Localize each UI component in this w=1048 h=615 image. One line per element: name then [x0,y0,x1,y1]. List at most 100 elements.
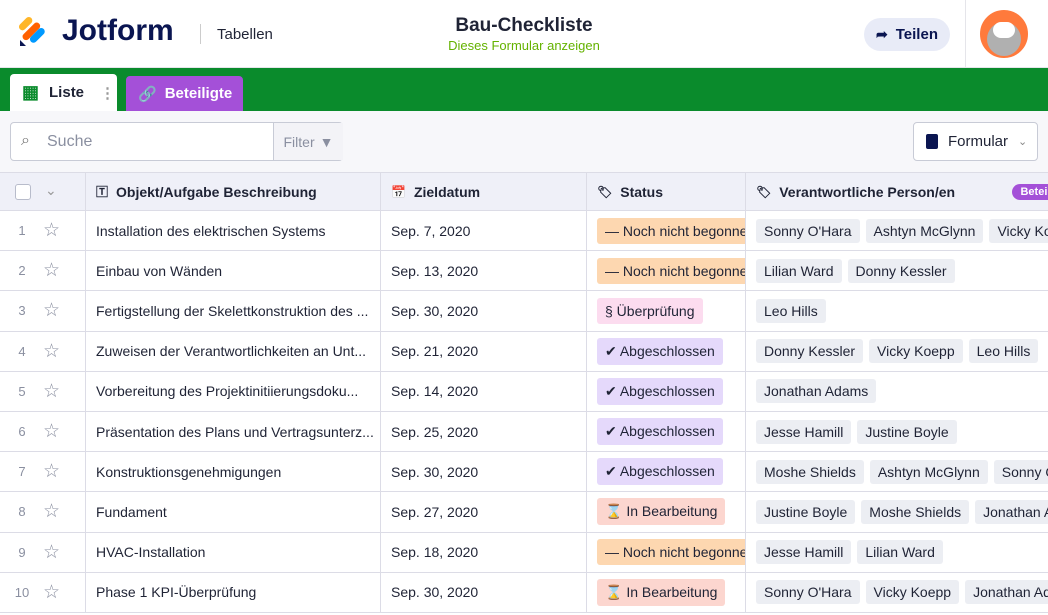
date-text: Sep. 30, 2020 [391,584,479,601]
share-button[interactable]: ➦ Teilen [864,18,950,51]
filter-button[interactable]: Filter ▼ [273,123,343,160]
person-chip: Jonathan Adams [975,499,1048,524]
status-badge: — Noch nicht begonnen [597,257,745,284]
people-cell: Leo Hills [745,291,1048,331]
person-chip: Leo Hills [968,339,1039,364]
logo-icon [18,16,45,46]
star-icon[interactable]: ☆ [43,260,61,282]
table-row[interactable]: 6 ☆ Präsentation des Plans und Vertragsunt… [0,412,1048,453]
task-cell: Fertigstellung der Skelettkonstruktion d… [85,291,380,331]
status-cell: ✔ Abgeschlossen [586,412,745,452]
date-text: Sep. 13, 2020 [391,262,479,279]
table-row[interactable]: 10 ☆ Phase 1 KPI-Überprüfung Sep. 30, 2020 ⌛… [0,572,1048,613]
search-placeholder: Suche [47,133,93,150]
status-badge: § Überprüfung [597,297,703,324]
table-row[interactable]: 7 ☆ Konstruktionsgenehmigungen Sep. 30, 202… [0,452,1048,493]
person-chip: Jesse Hamill [756,540,852,565]
task-cell: Konstruktionsgenehmigungen [85,452,380,492]
column-badge: Beteiligte [1012,183,1048,200]
section[interactable]: Tabellen [217,26,273,43]
form-icon [926,134,938,149]
task-text: Installation des elektrischen Systems [96,222,326,239]
person-chip: Ashtyn McGlynn [869,459,988,484]
status-badge: ✔ Abgeschlossen [597,458,723,486]
star-icon[interactable]: ☆ [43,380,61,402]
task-text: Zuweisen der Verantwortlichkeiten an Unt… [96,343,367,360]
person-chip: Leo Hills [756,298,826,323]
menu-dots[interactable]: ⋮ [100,84,116,102]
form-label: Formular [948,133,1009,150]
table-row[interactable]: 3 ☆ Fertigstellung der Skelettkonstruktion… [0,291,1048,332]
task-cell: Phase 1 KPI-Überprüfung [85,572,380,612]
row-number: 4 [18,343,26,359]
form-button[interactable]: Formular ⌄ [913,122,1038,161]
table-row[interactable]: 1 ☆ Installation des elektrischen Systems S… [0,211,1048,252]
grid-icon: ▦ [22,82,40,102]
divider [200,24,201,44]
task-text: Vorbereitung des Projektinitiierungsdoku… [96,383,359,400]
divider [965,0,966,68]
task-text: HVAC-Installation [96,544,206,561]
person-chip: Jonathan Adams [965,580,1048,605]
share-icon: ➦ [876,26,888,42]
table-row[interactable]: 5 ☆ Vorbereitung des Projektinitiierungsdo… [0,371,1048,412]
column-header: 🏷 Verantwortliche Person/en Beteiligte [745,173,1048,210]
person-chip: Lilian Ward [756,258,842,283]
column-header: 🏷 Status [586,173,745,210]
task-text: Fundament [96,503,167,520]
table-row[interactable]: 8 ☆ Fundament Sep. 27, 2020 ⌛ In Bearbeitung… [0,492,1048,533]
task-cell: Vorbereitung des Projektinitiierungsdoku… [85,371,380,411]
search-box[interactable]: ⌕ Suche Filter ▼ [10,122,343,161]
person-chip: Sonny O'Hara [756,580,860,605]
row-number: 10 [14,584,30,600]
star-icon[interactable]: ☆ [43,220,61,241]
avatar[interactable] [980,10,1028,58]
person-chip: Jesse Hamill [756,419,852,444]
star-icon[interactable]: ☆ [43,501,61,523]
star-icon[interactable]: ☆ [43,300,61,322]
tab-list[interactable]: ▦ Liste ⋮ [10,74,117,111]
column-icon: 🏷 [756,184,772,199]
star-icon[interactable]: ☆ [43,581,61,603]
select-all[interactable] [15,184,31,200]
people-cell: Jonathan Adams [745,371,1048,411]
star-icon[interactable]: ☆ [43,340,61,362]
person-chip: Sonny O'Hara [993,459,1048,484]
star-icon[interactable]: ☆ [43,421,61,442]
table-row[interactable]: 9 ☆ HVAC-Installation Sep. 18, 2020 — Noch n… [0,532,1048,573]
star-icon[interactable]: ☆ [43,461,61,483]
date-text: Sep. 25, 2020 [391,423,479,440]
table-row[interactable]: 4 ☆ Zuweisen der Verantwortlichkeiten an U… [0,331,1048,372]
status-badge: ⌛ In Bearbeitung [597,498,726,526]
status-cell: ✔ Abgeschlossen [586,452,745,492]
status-badge: ⌛ In Bearbeitung [597,578,726,606]
view-form-link[interactable]: Dieses Formular anzeigen [448,38,600,53]
task-text: Fertigstellung der Skelettkonstruktion d… [96,302,369,319]
table-row[interactable]: 2 ☆ Einbau von Wänden Sep. 13, 2020 — Noch n… [0,251,1048,292]
date-cell: Sep. 27, 2020 [380,492,586,532]
share-label: Teilen [895,26,938,43]
link-icon: 🔗 [138,85,157,103]
task-text: Konstruktionsgenehmigungen [96,463,282,480]
column-title: Zieldatum [413,183,481,200]
star-icon[interactable]: ☆ [43,541,61,563]
person-chip: Jonathan Adams [756,379,877,404]
status-badge: — Noch nicht begonnen [597,217,745,244]
date-cell: Sep. 30, 2020 [380,291,586,331]
toolbar: ⌕ Suche Filter ▼ Formular ⌄ [0,111,1048,172]
form-title: Bau-Checkliste [455,15,593,36]
task-cell: HVAC-Installation [85,532,380,572]
chevron: ⌄ [1018,136,1028,148]
tab-participants[interactable]: 🔗 Beteiligte [126,76,243,111]
date-cell: Sep. 14, 2020 [380,371,586,411]
status-cell: ⌛ In Bearbeitung [586,492,745,532]
date-text: Sep. 21, 2020 [391,343,479,360]
column-icon: 📅 [391,184,406,199]
status-cell: — Noch nicht begonnen [586,251,745,291]
task-text: Einbau von Wänden [96,262,223,279]
person-chip: Lilian Ward [857,540,943,565]
task-text: Phase 1 KPI-Überprüfung [96,584,257,601]
row-number: 1 [18,223,26,238]
person-chip: Sonny O'Hara [756,218,860,243]
